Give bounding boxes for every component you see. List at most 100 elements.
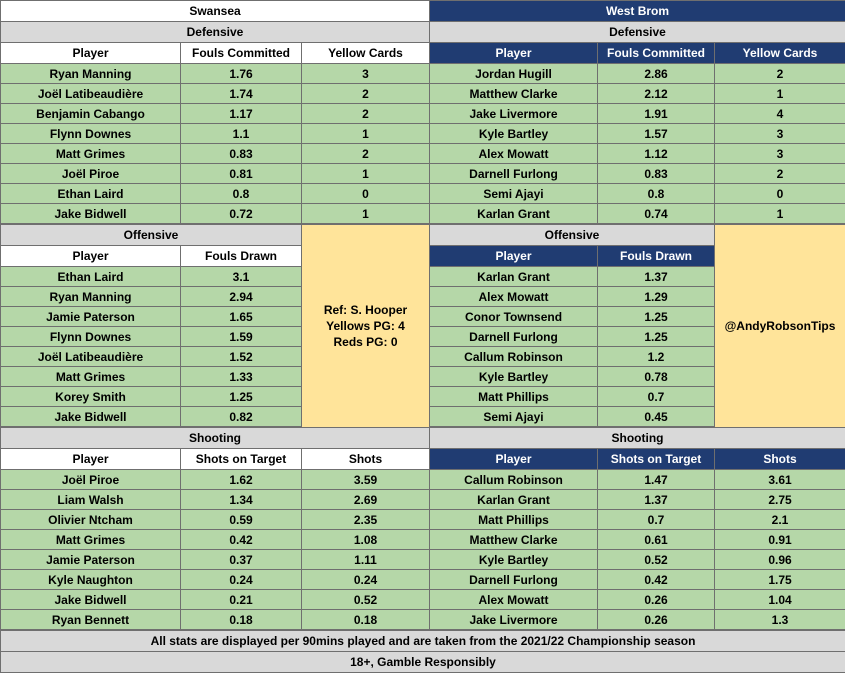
- swansea-shooting-column-header: Player: [0, 448, 181, 470]
- westbrom-offensive-cell: Alex Mowatt: [429, 286, 598, 307]
- westbrom-defensive-cell: Alex Mowatt: [429, 143, 598, 164]
- westbrom-defensive-cell: 2.86: [597, 63, 715, 84]
- westbrom-shooting-cell: 0.91: [714, 529, 845, 550]
- swansea-defensive-column-header: Yellow Cards: [301, 42, 430, 64]
- swansea-shooting-cell: 0.18: [180, 609, 302, 630]
- swansea-offensive-cell: Joël Latibeaudière: [0, 346, 181, 367]
- westbrom-offensive-cell: Karlan Grant: [429, 266, 598, 287]
- swansea-defensive-cell: Joël Latibeaudière: [0, 83, 181, 104]
- swansea-offensive-cell: Ethan Laird: [0, 266, 181, 287]
- westbrom-shooting-cell: 1.47: [597, 469, 715, 490]
- westbrom-defensive-cell: Jake Livermore: [429, 103, 598, 124]
- swansea-defensive-cell: Ryan Manning: [0, 63, 181, 84]
- swansea-offensive-cell: 1.25: [180, 386, 302, 407]
- referee-info-box: Ref: S. Hooper Yellows PG: 4 Reds PG: 0: [301, 224, 430, 428]
- swansea-offensive-cell: 0.82: [180, 406, 302, 427]
- westbrom-defensive-title: Defensive: [429, 21, 845, 43]
- footer-note: All stats are displayed per 90mins playe…: [0, 630, 845, 652]
- swansea-offensive-cell: 1.65: [180, 306, 302, 327]
- westbrom-defensive-cell: 0.83: [597, 163, 715, 184]
- swansea-offensive-column-header: Fouls Drawn: [180, 245, 302, 267]
- westbrom-shooting-cell: Matthew Clarke: [429, 529, 598, 550]
- swansea-offensive-title: Offensive: [0, 224, 302, 246]
- swansea-shooting-cell: 0.42: [180, 529, 302, 550]
- westbrom-offensive-cell: 0.7: [597, 386, 715, 407]
- westbrom-defensive-cell: Semi Ajayi: [429, 183, 598, 204]
- swansea-defensive-cell: 0.72: [180, 203, 302, 224]
- westbrom-shooting-cell: 1.75: [714, 569, 845, 590]
- swansea-defensive-cell: Ethan Laird: [0, 183, 181, 204]
- swansea-shooting-cell: 0.21: [180, 589, 302, 610]
- westbrom-offensive-cell: Conor Townsend: [429, 306, 598, 327]
- westbrom-shooting-cell: 1.3: [714, 609, 845, 630]
- westbrom-defensive-cell: 3: [714, 143, 845, 164]
- swansea-shooting-cell: 2.35: [301, 509, 430, 530]
- westbrom-shooting-cell: 0.26: [597, 609, 715, 630]
- swansea-offensive-cell: 1.33: [180, 366, 302, 387]
- westbrom-defensive-cell: Kyle Bartley: [429, 123, 598, 144]
- westbrom-defensive-cell: 1: [714, 203, 845, 224]
- swansea-shooting-cell: 1.11: [301, 549, 430, 570]
- swansea-defensive-cell: 0.83: [180, 143, 302, 164]
- swansea-defensive-cell: Jake Bidwell: [0, 203, 181, 224]
- swansea-defensive-cell: 0.81: [180, 163, 302, 184]
- swansea-shooting-cell: Jamie Paterson: [0, 549, 181, 570]
- swansea-defensive-cell: 2: [301, 103, 430, 124]
- westbrom-shooting-cell: Kyle Bartley: [429, 549, 598, 570]
- swansea-shooting-cell: 0.24: [180, 569, 302, 590]
- swansea-defensive-cell: 2: [301, 83, 430, 104]
- swansea-shooting-column-header: Shots on Target: [180, 448, 302, 470]
- swansea-defensive-cell: Matt Grimes: [0, 143, 181, 164]
- swansea-shooting-cell: Kyle Naughton: [0, 569, 181, 590]
- westbrom-offensive-column-header: Player: [429, 245, 598, 267]
- westbrom-defensive-cell: 2: [714, 163, 845, 184]
- westbrom-defensive-cell: 2: [714, 63, 845, 84]
- swansea-offensive-cell: 1.59: [180, 326, 302, 347]
- westbrom-defensive-cell: 1: [714, 83, 845, 104]
- westbrom-defensive-cell: Karlan Grant: [429, 203, 598, 224]
- westbrom-team-header: West Brom: [429, 0, 845, 22]
- swansea-shooting-cell: 0.18: [301, 609, 430, 630]
- swansea-offensive-cell: 3.1: [180, 266, 302, 287]
- swansea-defensive-cell: 1: [301, 163, 430, 184]
- westbrom-shooting-cell: 0.7: [597, 509, 715, 530]
- westbrom-offensive-cell: 1.29: [597, 286, 715, 307]
- swansea-shooting-cell: 0.37: [180, 549, 302, 570]
- westbrom-defensive-column-header: Player: [429, 42, 598, 64]
- swansea-shooting-title: Shooting: [0, 427, 430, 449]
- swansea-offensive-cell: Jake Bidwell: [0, 406, 181, 427]
- westbrom-defensive-cell: Jordan Hugill: [429, 63, 598, 84]
- swansea-defensive-cell: 1.17: [180, 103, 302, 124]
- westbrom-shooting-cell: 2.1: [714, 509, 845, 530]
- westbrom-defensive-cell: Matthew Clarke: [429, 83, 598, 104]
- swansea-shooting-cell: 0.52: [301, 589, 430, 610]
- westbrom-shooting-cell: 0.26: [597, 589, 715, 610]
- westbrom-shooting-cell: Karlan Grant: [429, 489, 598, 510]
- westbrom-offensive-cell: Darnell Furlong: [429, 326, 598, 347]
- swansea-team-header: Swansea: [0, 0, 430, 22]
- westbrom-shooting-cell: Darnell Furlong: [429, 569, 598, 590]
- westbrom-offensive-cell: 1.25: [597, 326, 715, 347]
- westbrom-shooting-cell: 0.52: [597, 549, 715, 570]
- swansea-defensive-cell: 1: [301, 203, 430, 224]
- westbrom-shooting-cell: 2.75: [714, 489, 845, 510]
- swansea-defensive-cell: 0.8: [180, 183, 302, 204]
- swansea-defensive-cell: Flynn Downes: [0, 123, 181, 144]
- westbrom-shooting-cell: 1.04: [714, 589, 845, 610]
- gamble-note: 18+, Gamble Responsibly: [0, 651, 845, 673]
- swansea-offensive-cell: Matt Grimes: [0, 366, 181, 387]
- westbrom-shooting-cell: 0.42: [597, 569, 715, 590]
- swansea-defensive-cell: 3: [301, 63, 430, 84]
- westbrom-offensive-cell: 1.37: [597, 266, 715, 287]
- westbrom-shooting-cell: Matt Phillips: [429, 509, 598, 530]
- westbrom-defensive-column-header: Yellow Cards: [714, 42, 845, 64]
- westbrom-offensive-cell: Kyle Bartley: [429, 366, 598, 387]
- swansea-offensive-cell: Flynn Downes: [0, 326, 181, 347]
- westbrom-shooting-column-header: Shots: [714, 448, 845, 470]
- westbrom-shooting-cell: 0.61: [597, 529, 715, 550]
- swansea-shooting-cell: 0.24: [301, 569, 430, 590]
- westbrom-shooting-cell: Alex Mowatt: [429, 589, 598, 610]
- swansea-offensive-cell: 2.94: [180, 286, 302, 307]
- westbrom-offensive-cell: 1.2: [597, 346, 715, 367]
- referee-reds: Reds PG: 0: [333, 335, 398, 349]
